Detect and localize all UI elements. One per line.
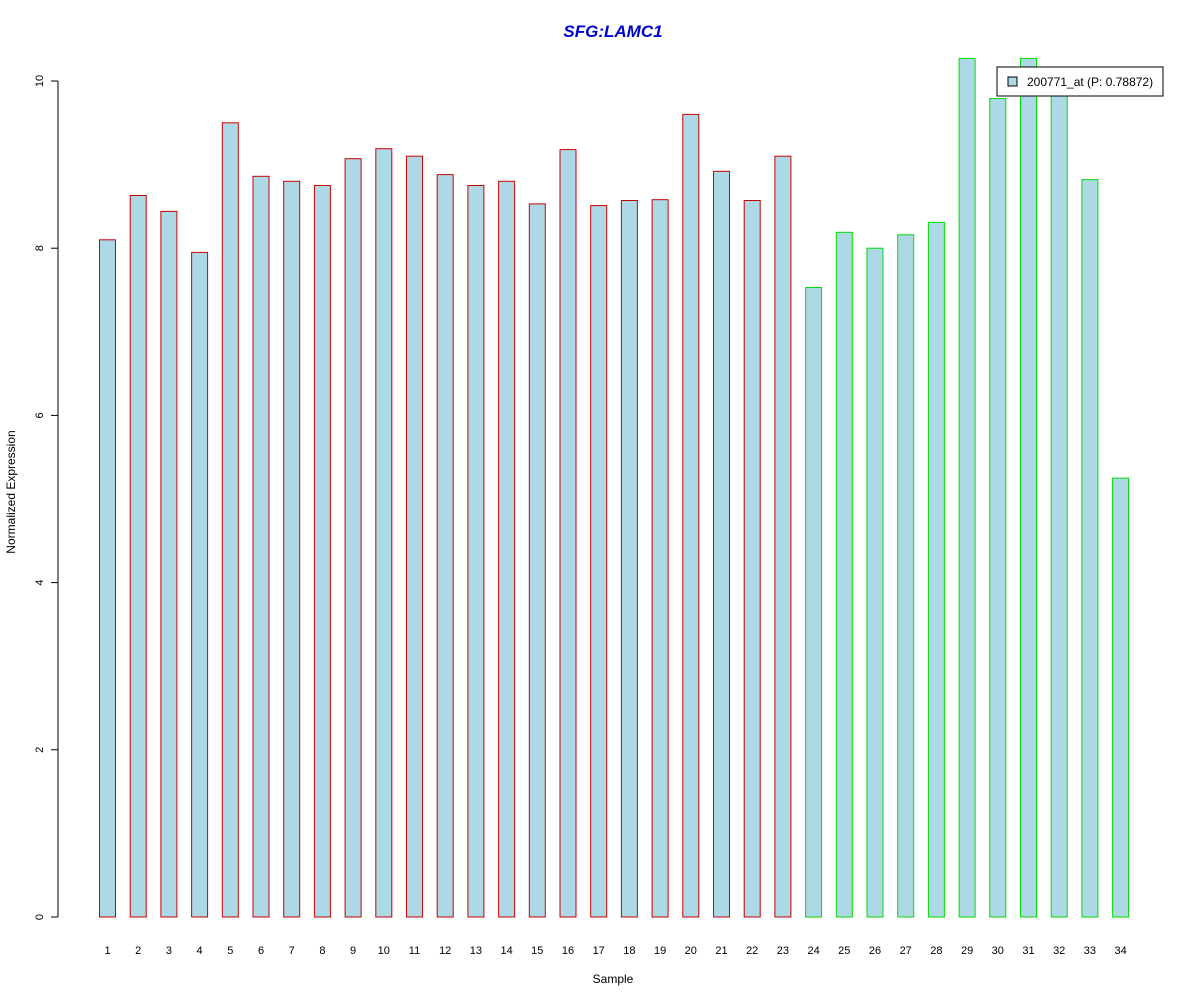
bar: [406, 155, 423, 918]
bar: [866, 247, 884, 918]
x-tick-label: 32: [1053, 945, 1065, 957]
bar: [375, 148, 393, 918]
bar: [958, 57, 976, 918]
x-tick-label: 23: [777, 945, 789, 957]
bar: [835, 231, 853, 918]
x-tick-label: 27: [900, 945, 912, 957]
bar: [436, 174, 454, 918]
x-tick-label: 19: [654, 945, 666, 957]
y-tick-label: 10: [34, 75, 46, 87]
bar: [221, 122, 239, 918]
x-tick-label: 24: [807, 945, 819, 957]
y-axis: 0 2 4 6 8 10: [34, 75, 59, 920]
x-tick-label: 25: [838, 945, 850, 957]
x-tick-label: 13: [470, 945, 482, 957]
legend-box: [996, 66, 1164, 97]
x-tick-label: 6: [258, 945, 264, 957]
bar: [344, 158, 362, 918]
x-tick-label: 8: [319, 945, 325, 957]
chart-title: SFG:LAMC1: [563, 22, 662, 41]
legend-swatch: [1007, 76, 1018, 87]
x-tick-label: 11: [409, 945, 420, 957]
x-tick-label: 4: [197, 945, 203, 957]
x-tick-label: 29: [961, 945, 973, 957]
bar: [682, 113, 700, 918]
bar: [774, 155, 792, 918]
x-tick-label: 3: [166, 945, 172, 957]
bar: [897, 234, 915, 918]
y-tick-label: 8: [34, 245, 46, 251]
bar: [1112, 477, 1130, 918]
y-tick-label: 6: [34, 412, 46, 418]
bar: [129, 195, 147, 918]
bar: [805, 287, 823, 918]
bar: [498, 180, 516, 918]
x-tick-label: 14: [500, 945, 512, 957]
x-tick-label: 9: [350, 945, 356, 957]
bar: [528, 203, 546, 918]
x-tick-label: 16: [562, 945, 574, 957]
bar: [559, 149, 577, 918]
y-tick-label: 0: [34, 914, 46, 920]
bar: [1050, 94, 1068, 918]
x-tick-label: 33: [1084, 945, 1096, 957]
bar: [989, 98, 1007, 918]
y-tick-label: 2: [34, 747, 46, 753]
x-tick-label: 10: [378, 945, 390, 957]
x-tick-label: 28: [930, 945, 942, 957]
x-tick-label: 20: [685, 945, 697, 957]
x-tick-label: 7: [289, 945, 295, 957]
bar: [927, 221, 945, 918]
x-tick-label: 12: [439, 945, 451, 957]
bar: [252, 175, 270, 918]
x-tick-label: 2: [135, 945, 141, 957]
bar: [467, 185, 485, 918]
bar: [651, 199, 669, 918]
x-tick-label: 5: [227, 945, 233, 957]
legend: 200771_at (P: 0.78872): [996, 66, 1164, 97]
x-tick-label: 26: [869, 945, 881, 957]
x-tick-label: 34: [1114, 945, 1126, 957]
x-tick-label: 22: [746, 945, 758, 957]
y-axis-label: Normalized Expression: [4, 430, 18, 553]
bar: [743, 200, 761, 918]
bar: [590, 205, 608, 918]
bar: [191, 251, 209, 918]
bar: [1020, 57, 1037, 918]
bar: [160, 210, 178, 918]
bar: [620, 200, 638, 918]
bar: [283, 180, 301, 918]
legend-entry-label: 200771_at (P: 0.78872): [1027, 75, 1153, 89]
x-tick-label: 30: [992, 945, 1004, 957]
x-tick-label: 18: [623, 945, 635, 957]
x-tick-label: 21: [715, 945, 727, 957]
bar: [99, 239, 116, 918]
x-tick-label: 17: [593, 945, 605, 957]
bars-group: [99, 57, 1130, 918]
x-axis-label: Sample: [593, 972, 634, 986]
x-tick-label: 15: [531, 945, 543, 957]
bar: [313, 185, 331, 918]
bar: [713, 170, 730, 918]
x-tick-label: 31: [1022, 945, 1034, 957]
x-tick-label: 1: [104, 945, 110, 957]
bar: [1081, 179, 1099, 918]
x-tick-labels: 1 2 3 4 5 6 7 8 9 10 11 12 13 14 15 16 17 18 19 20 21 22 23 24 2…: [104, 945, 1126, 957]
y-tick-label: 4: [34, 580, 46, 586]
